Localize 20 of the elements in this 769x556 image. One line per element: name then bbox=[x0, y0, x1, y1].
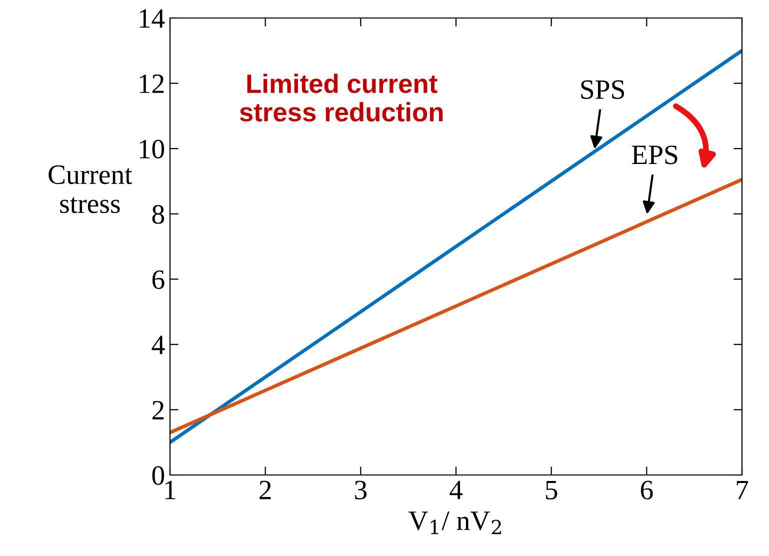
x-tick-label: 4 bbox=[450, 480, 463, 500]
x-tick-label: 3 bbox=[355, 480, 367, 500]
annotation: EPS bbox=[632, 146, 678, 164]
x-tick-label: 1 bbox=[166, 480, 176, 500]
y-axis-title: Current stress bbox=[48, 165, 132, 214]
y-tick-label: 2 bbox=[152, 400, 164, 420]
x-axis-title: V$_{1}$/ nV$_{2}$ bbox=[408, 512, 501, 534]
annotation: SPS bbox=[581, 80, 624, 99]
x-tick-label: 6 bbox=[640, 480, 653, 500]
x-tick-label: 7 bbox=[736, 480, 748, 500]
x-tick-label: 2 bbox=[260, 480, 271, 500]
annotation: Limited current stress reduction bbox=[240, 74, 443, 122]
y-tick-label: 6 bbox=[152, 270, 164, 290]
y-tick-label: 8 bbox=[152, 205, 164, 224]
y-tick-label: 0 bbox=[152, 466, 164, 485]
y-tick-label: 14 bbox=[140, 9, 165, 28]
y-tick-label: 12 bbox=[140, 74, 164, 93]
y-tick-label: 10 bbox=[140, 140, 164, 158]
x-tick-label: 5 bbox=[546, 480, 558, 500]
y-tick-label: 4 bbox=[152, 336, 165, 354]
